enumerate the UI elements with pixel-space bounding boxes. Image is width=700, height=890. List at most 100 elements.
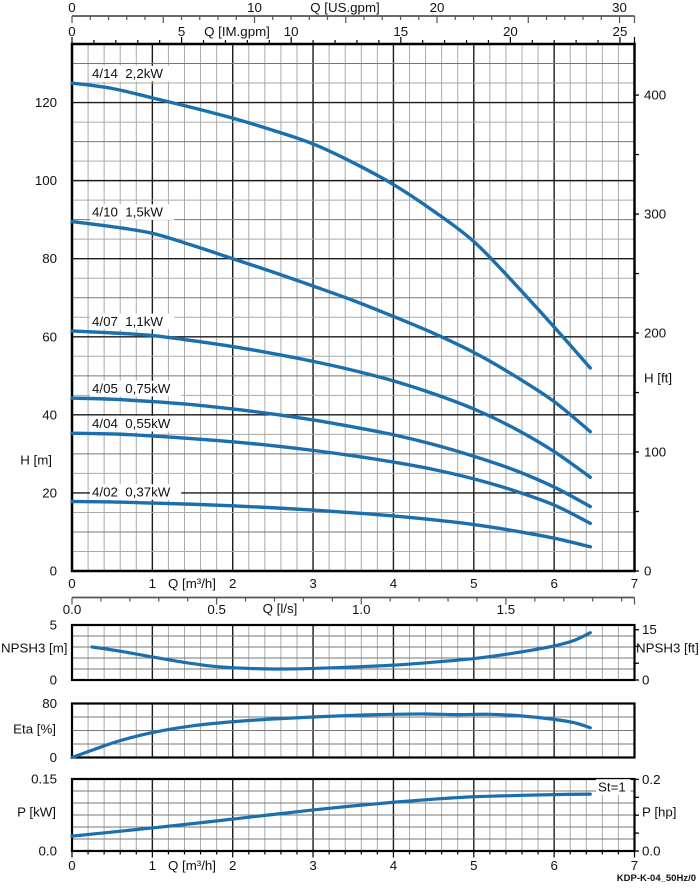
tick-label: 6	[550, 858, 557, 873]
bottom-q-axis: 0 1 2 3 4 5 6 7 Q [m³/h]	[68, 851, 638, 873]
curve-NPSH3	[90, 631, 592, 671]
head-y-left-title: H [m]	[20, 453, 52, 468]
curve-label-4-10: 4/10 1,5kW	[92, 205, 163, 220]
curve-label-4-14-bg	[90, 65, 175, 82]
tick-label: 40	[42, 407, 57, 422]
tick-label: 25	[613, 24, 628, 39]
st1-label: St=1	[598, 780, 626, 795]
power-y-right-title: P [hp]	[642, 805, 677, 820]
tick-label: 5	[470, 858, 477, 873]
tick-label: 100	[35, 173, 57, 188]
head-chart: 4/14 2,2kW 4/10 1,5kW 4/07 1,1kW 4/05 0,75k…	[70, 42, 636, 573]
tick-label: 3	[309, 858, 316, 873]
head-bottom-axis: 0 1 2 3 4 5 6 7 Q [m³/h]	[68, 576, 638, 591]
tick-label: 0.0	[39, 844, 58, 859]
tick-label: 300	[644, 207, 666, 222]
tick-label: 0.0	[642, 844, 661, 859]
tick-label: 15	[642, 622, 657, 637]
bottom-x-title: Q [m³/h]	[168, 858, 216, 873]
tick-label: 7	[631, 858, 638, 873]
tick-label: 6	[550, 576, 557, 591]
tick-label: 15	[393, 24, 408, 39]
tick-label: 3	[309, 576, 316, 591]
tick-label: 5	[178, 24, 185, 39]
tick-label: 1	[149, 858, 156, 873]
curve-4-14	[70, 81, 593, 370]
curve-label-4-14: 4/14 2,2kW	[92, 66, 163, 81]
tick-label: 0	[68, 576, 75, 591]
tick-label: 1.0	[352, 602, 371, 617]
curve-4-07	[70, 329, 593, 480]
tick-label: 0	[68, 858, 75, 873]
tick-label: 1	[149, 576, 156, 591]
tick-label: 0	[68, 24, 75, 39]
head-left-axis: 0 20 40 60 80 100 120 H [m]	[20, 95, 57, 578]
tick-label: 2	[229, 858, 236, 873]
npsh-y-left-title: NPSH3 [m]	[1, 641, 68, 656]
power-grid	[72, 779, 635, 851]
l-s-axis: 0.0 0.5 1.0 1.5 Q [l/s]	[63, 596, 636, 617]
curve-label-4-07: 4/07 1,1kW	[92, 314, 163, 329]
im-gpm-title: Q [IM.gpm]	[204, 24, 270, 39]
eta-curves	[70, 712, 592, 760]
tick-label: 5	[470, 576, 477, 591]
head-right-axis: 0 100 200 300 400 H [ft]	[634, 88, 672, 579]
power-curves	[70, 792, 592, 838]
tick-label: 30	[612, 0, 627, 15]
st1-label-bg	[596, 779, 631, 795]
eta-frame	[70, 702, 636, 759]
tick-label: 400	[644, 88, 666, 103]
tick-label: 0	[50, 564, 57, 579]
drawing-code: KDP-K-04_50Hz/0	[616, 873, 696, 884]
npsh-frame	[70, 623, 636, 682]
tick-label: 4	[390, 576, 397, 591]
tick-label: 120	[35, 95, 57, 110]
npsh-y-right-title: NPSH3 [ft]	[636, 641, 699, 656]
head-y-right-title: H [ft]	[644, 371, 672, 386]
tick-label: 0	[50, 750, 57, 765]
tick-label: 0.5	[207, 602, 226, 617]
head-x-title: Q [m³/h]	[168, 576, 216, 591]
tick-label: 0.15	[31, 772, 57, 787]
power-y-left-title: P [kW]	[17, 805, 56, 820]
tick-label: 60	[42, 329, 57, 344]
head-curves	[70, 81, 593, 549]
eta-y-left-title: Eta [%]	[13, 722, 56, 737]
curve-4-05	[70, 396, 593, 509]
head-grid	[72, 44, 635, 571]
npsh-right-axis: 15 0 NPSH3 [ft]	[634, 622, 699, 688]
tick-label: 100	[644, 445, 666, 460]
l-s-title: Q [l/s]	[263, 601, 298, 616]
power-chart: St=1	[70, 777, 636, 853]
tick-label: 20	[42, 485, 57, 500]
curve-P	[70, 792, 592, 838]
tick-label: 20	[430, 0, 445, 15]
head-frame	[70, 42, 636, 573]
tick-label: 5	[50, 618, 57, 633]
tick-label: 7	[631, 576, 638, 591]
tick-label: 10	[284, 24, 299, 39]
tick-label: 2	[229, 576, 236, 591]
tick-label: 1.5	[497, 602, 516, 617]
us-gpm-title: Q [US.gpm]	[310, 0, 379, 15]
tick-label: 0	[50, 673, 57, 688]
tick-label: 10	[247, 0, 262, 15]
curve-label-4-10-bg	[90, 204, 175, 220]
tick-label: 0	[642, 673, 649, 688]
curve-label-4-05-bg	[90, 380, 182, 397]
tick-label: 80	[42, 251, 57, 266]
tick-label: 4	[390, 858, 397, 873]
tick-label: 0	[68, 0, 75, 15]
eta-grid	[72, 703, 635, 758]
tick-label: 0.2	[642, 772, 661, 787]
us-gpm-axis: 0 10 20 30 Q [US.gpm]	[68, 0, 636, 23]
curve-label-4-05: 4/05 0,75kW	[92, 381, 171, 396]
tick-label: 0	[644, 564, 651, 579]
power-left-axis: 0.15 0.0 P [kW]	[17, 772, 57, 859]
curve-4-04	[70, 431, 593, 526]
npsh-chart	[70, 623, 636, 682]
npsh-curves	[90, 631, 592, 671]
curve-label-4-02: 4/02 0,37kW	[92, 485, 171, 500]
